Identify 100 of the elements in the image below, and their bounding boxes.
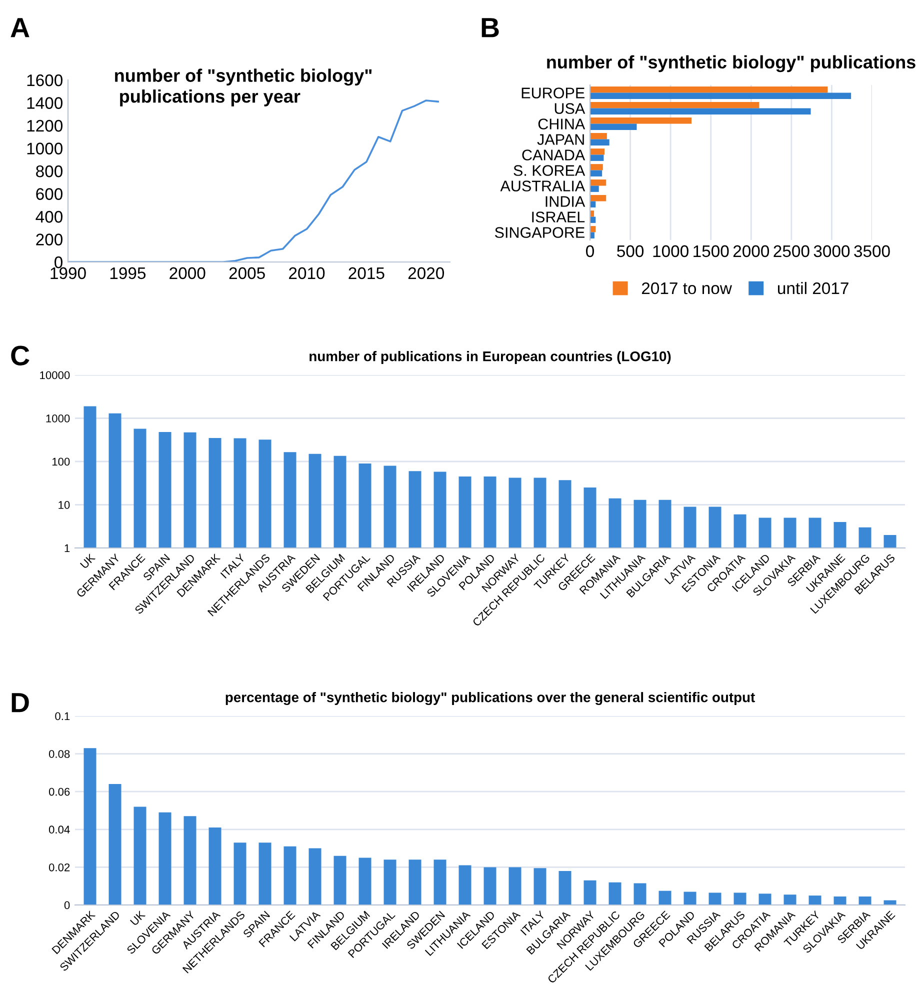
bar (590, 108, 811, 114)
y-tick-label: 0.1 (55, 712, 70, 720)
x-tick-label: 3000 (814, 245, 850, 258)
bar (758, 894, 772, 905)
y-tick-label: 1000 (27, 142, 62, 154)
bar (590, 226, 596, 232)
bar (590, 164, 603, 170)
bar (590, 133, 607, 140)
y-tick-label: 0.04 (48, 826, 70, 834)
x-tick-label: 2500 (774, 245, 810, 258)
y-tick-label: 1600 (27, 74, 62, 86)
y-tick-label: 0 (64, 901, 70, 910)
y-tick-label: CHINA (538, 118, 586, 130)
text: C (11, 346, 30, 366)
bar (708, 892, 722, 905)
bar (484, 867, 496, 905)
x-tick-label: 1500 (694, 245, 729, 258)
bar (308, 848, 322, 905)
bar (184, 816, 196, 905)
text: D (12, 693, 29, 712)
y-tick-label: 0 (54, 256, 62, 268)
y-tick-label: S. KOREA (514, 165, 586, 176)
bar (284, 846, 296, 905)
bar (358, 858, 372, 905)
bar (590, 210, 594, 217)
y-tick-label: CANADA (522, 150, 586, 160)
x-tick-label: 1990 (50, 267, 86, 280)
y-tick-label: USA (554, 103, 586, 114)
y-tick-label: ISRAEL (532, 212, 585, 222)
bar (590, 86, 828, 93)
bar (508, 867, 522, 905)
y-tick-label: 1200 (27, 120, 62, 132)
chart-title: number of "synthetic biology" publications (547, 55, 916, 72)
bar (534, 868, 546, 905)
y-tick-label: 0.08 (48, 750, 70, 758)
bar (434, 860, 446, 905)
y-tick-label: INDIA (546, 196, 586, 207)
text: B (482, 18, 499, 38)
y-tick-label: 10 (58, 501, 70, 509)
bar (590, 180, 606, 186)
x-tick-label: 2005 (229, 267, 265, 280)
bar (834, 896, 846, 905)
x-tick-label: 1995 (110, 267, 146, 280)
x-tick-label: 500 (617, 245, 644, 258)
bar (734, 892, 746, 905)
bar (158, 812, 172, 905)
bar (858, 896, 872, 905)
bar (590, 139, 610, 146)
bar (458, 865, 472, 905)
bar (658, 890, 672, 905)
bar (590, 118, 692, 124)
bar (584, 880, 596, 905)
y-tick-label: EUROPE (522, 88, 584, 98)
bar (684, 892, 696, 905)
bar (608, 882, 622, 905)
y-tick-label: 0.06 (48, 788, 70, 796)
x-tick-label: 2000 (170, 267, 206, 280)
bar (590, 186, 599, 192)
x-tick-label: 2020 (408, 267, 444, 280)
bar (590, 154, 604, 161)
bar (634, 883, 646, 905)
y-tick-label: 400 (36, 210, 62, 223)
legend-label: until 2017 (778, 282, 848, 294)
y-tick-label: 600 (36, 188, 62, 200)
bar (234, 842, 246, 905)
bar (84, 748, 96, 905)
y-tick-label: 800 (36, 165, 62, 178)
bar (408, 860, 422, 905)
bar (590, 102, 760, 108)
chart-title: percentage of "synthetic biology" publications over the general scientific output (226, 692, 755, 706)
bar (558, 870, 572, 905)
x-tick-label: 0 (586, 245, 594, 258)
y-tick-label: 1400 (27, 97, 62, 109)
bar (334, 856, 346, 905)
chart-title: number of "synthetic biology" publications per year (115, 68, 372, 106)
bar (590, 92, 852, 99)
bar (108, 784, 122, 905)
y-tick-label: 1 (64, 544, 70, 552)
chart-title: number of publications in European countries (LOG10) (310, 351, 671, 364)
y-tick-label: 100 (52, 458, 70, 466)
x-tick-label: 3500 (854, 245, 890, 258)
y-tick-label: SINGAPORE (494, 227, 584, 238)
bar (384, 860, 396, 905)
bar (590, 148, 605, 155)
y-tick-label: 200 (36, 234, 62, 246)
bar (784, 894, 796, 905)
y-tick-label: 0.02 (48, 863, 70, 872)
y-tick-label: 10000 (40, 371, 70, 380)
x-tick-label: 2015 (348, 267, 384, 280)
bar (258, 842, 272, 905)
x-tick-label: 2000 (733, 245, 770, 258)
bar (134, 806, 146, 905)
bar (808, 896, 822, 905)
y-tick-label: AUSTRALIA (500, 180, 586, 192)
x-tick-label: 1000 (653, 245, 688, 258)
bar (590, 195, 606, 202)
text: A (10, 18, 30, 38)
bar (590, 124, 637, 130)
y-tick-label: 1000 (46, 414, 70, 422)
x-tick-label: 2010 (289, 267, 325, 280)
